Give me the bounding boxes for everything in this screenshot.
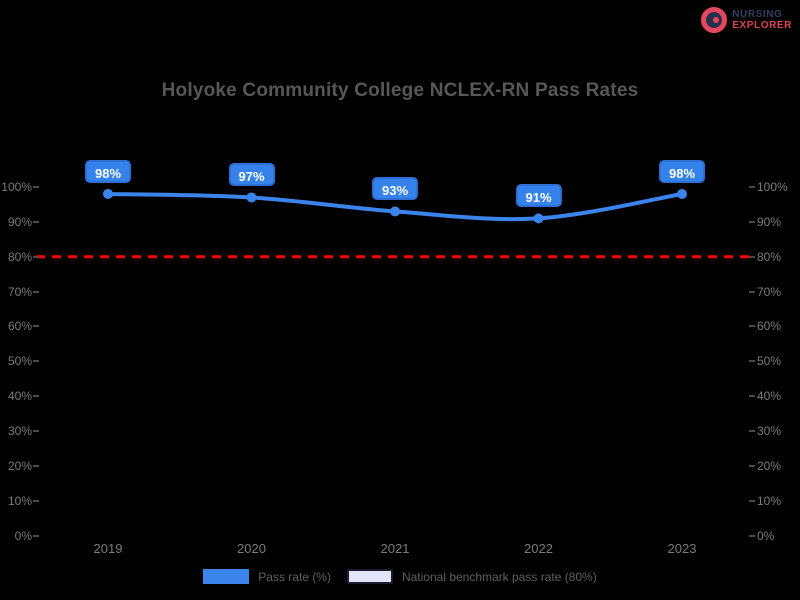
legend-label-pass-rate: Pass rate (%): [258, 569, 331, 584]
data-point: [246, 192, 257, 203]
y-tick-label: 0%: [14, 528, 32, 543]
y-tick-label: 90%: [757, 214, 782, 229]
y-tick-mark: [33, 186, 39, 188]
y-tick-label: 10%: [757, 493, 782, 508]
data-point: [390, 206, 400, 217]
y-tick-mark: [33, 395, 39, 398]
legend-swatch-pass-rate: [203, 569, 250, 584]
y-tick-label: 30%: [7, 424, 32, 439]
y-tick-mark: [33, 499, 39, 502]
y-tick-mark: [749, 430, 755, 433]
x-tick-label: 2020: [237, 541, 266, 556]
y-tick-mark: [749, 255, 755, 258]
y-tick-mark: [749, 534, 755, 537]
y-tick-mark: [33, 325, 39, 328]
y-tick-label: 30%: [757, 424, 782, 439]
y-tick-label: 70%: [757, 284, 782, 299]
logo-line1: NURSING: [732, 9, 783, 20]
legend: Pass rate (%) National benchmark pass ra…: [0, 569, 800, 584]
y-tick-label: 50%: [7, 354, 32, 369]
brand-logo-text: NURSING EXPLORER: [732, 9, 792, 31]
y-tick-label: 60%: [757, 319, 782, 334]
legend-item-benchmark[interactable]: National benchmark pass rate (80%): [346, 569, 597, 584]
data-point-label: 93%: [372, 177, 418, 201]
logo-line2: EXPLORER: [732, 20, 792, 31]
y-tick-label: 80%: [7, 249, 32, 264]
data-point-label: 98%: [85, 159, 131, 183]
y-tick-label: 20%: [757, 458, 782, 473]
y-tick-mark: [33, 430, 39, 433]
data-point-label: 91%: [515, 184, 562, 208]
y-tick-mark: [33, 255, 39, 258]
y-tick-label: 40%: [7, 389, 32, 404]
x-tick-label: 2019: [93, 541, 123, 556]
x-tick-label: 2022: [524, 541, 553, 556]
y-tick-mark: [749, 499, 755, 502]
legend-label-benchmark: National benchmark pass rate (80%): [401, 569, 597, 584]
y-tick-mark: [749, 464, 755, 467]
y-tick-label: 10%: [7, 493, 32, 508]
y-tick-mark: [33, 534, 39, 537]
y-tick-label: 50%: [757, 354, 782, 369]
y-tick-mark: [33, 360, 39, 363]
y-tick-mark: [749, 186, 755, 188]
y-tick-mark: [33, 220, 39, 223]
x-tick-label: 2021: [380, 541, 410, 556]
brand-logo: NURSING EXPLORER: [701, 7, 792, 33]
data-point: [677, 188, 687, 199]
y-tick-label: 60%: [7, 319, 32, 334]
y-tick-label: 80%: [757, 249, 782, 264]
data-point: [103, 188, 113, 199]
y-tick-label: 20%: [7, 458, 32, 473]
y-tick-mark: [33, 464, 39, 467]
data-point: [533, 213, 544, 224]
data-point-label: 98%: [659, 159, 705, 183]
y-tick-label: 100%: [1, 180, 32, 194]
nursing-explorer-logo-icon: [701, 7, 728, 33]
x-tick-label: 2023: [667, 541, 697, 556]
y-tick-mark: [749, 290, 755, 293]
legend-swatch-benchmark: [346, 569, 393, 584]
data-point-label: 97%: [228, 163, 275, 187]
y-tick-label: 90%: [7, 214, 32, 229]
y-tick-mark: [749, 395, 755, 398]
legend-item-pass-rate[interactable]: Pass rate (%): [203, 569, 331, 584]
y-tick-mark: [749, 360, 755, 363]
y-tick-label: 100%: [757, 180, 788, 194]
chart-title: Holyoke Community College NCLEX-RN Pass …: [161, 80, 639, 101]
y-tick-mark: [749, 325, 755, 328]
y-tick-mark: [749, 220, 755, 223]
y-tick-label: 70%: [7, 284, 32, 299]
y-tick-mark: [33, 290, 39, 293]
y-tick-label: 0%: [757, 528, 775, 543]
y-tick-label: 40%: [757, 389, 782, 404]
